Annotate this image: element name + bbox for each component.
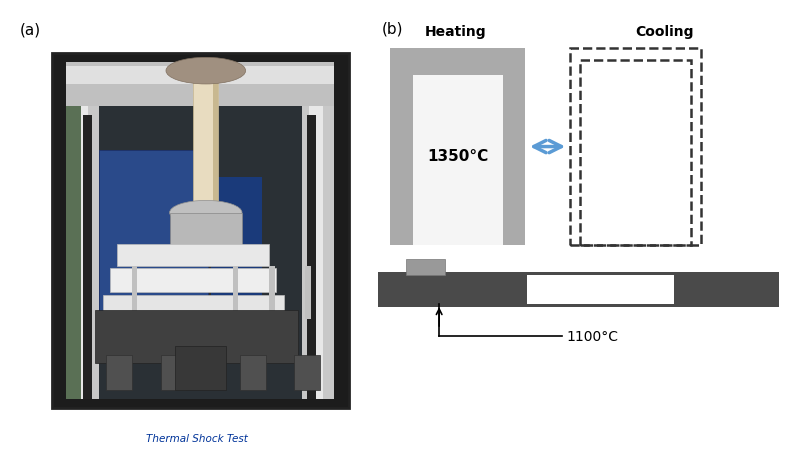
Bar [240, 355, 265, 390]
Bar [294, 355, 320, 390]
Bar [99, 107, 301, 399]
Bar [307, 116, 316, 399]
Bar [570, 49, 701, 246]
Bar [83, 116, 92, 399]
Bar [99, 151, 208, 319]
Bar [66, 67, 334, 85]
Text: Thermal Shock Test: Thermal Shock Test [146, 433, 248, 443]
Bar [213, 67, 219, 222]
Text: Cooling: Cooling [635, 25, 693, 39]
Bar [269, 266, 275, 319]
Bar [390, 49, 525, 76]
Bar [193, 67, 219, 222]
Bar [74, 107, 88, 399]
Bar [117, 244, 269, 266]
Bar [66, 63, 334, 107]
Bar [66, 107, 99, 399]
Bar [170, 213, 242, 248]
Bar [674, 275, 701, 295]
Text: Heating: Heating [425, 25, 486, 39]
Bar [301, 107, 334, 399]
Ellipse shape [170, 201, 242, 225]
Bar [175, 346, 226, 390]
Text: 1100°C: 1100°C [566, 329, 618, 344]
Text: (a): (a) [20, 23, 40, 38]
Text: (b): (b) [382, 22, 404, 37]
Bar [309, 107, 323, 399]
Bar [110, 268, 276, 293]
Bar [106, 355, 131, 390]
Text: 1350°C: 1350°C [427, 149, 488, 163]
Bar [580, 61, 691, 246]
Bar [305, 266, 311, 319]
Bar [406, 259, 445, 275]
Bar [527, 275, 674, 305]
Bar [102, 295, 283, 319]
Bar [233, 266, 238, 319]
Bar [378, 273, 779, 307]
Bar [66, 107, 81, 399]
Bar [95, 310, 298, 364]
Bar [161, 355, 186, 390]
Bar [211, 178, 262, 310]
Bar [390, 275, 525, 295]
Bar [412, 76, 503, 246]
Bar [503, 49, 525, 246]
Bar [66, 63, 334, 399]
Bar [390, 49, 412, 246]
Bar [52, 54, 349, 408]
Ellipse shape [166, 58, 246, 85]
Bar [131, 266, 137, 319]
